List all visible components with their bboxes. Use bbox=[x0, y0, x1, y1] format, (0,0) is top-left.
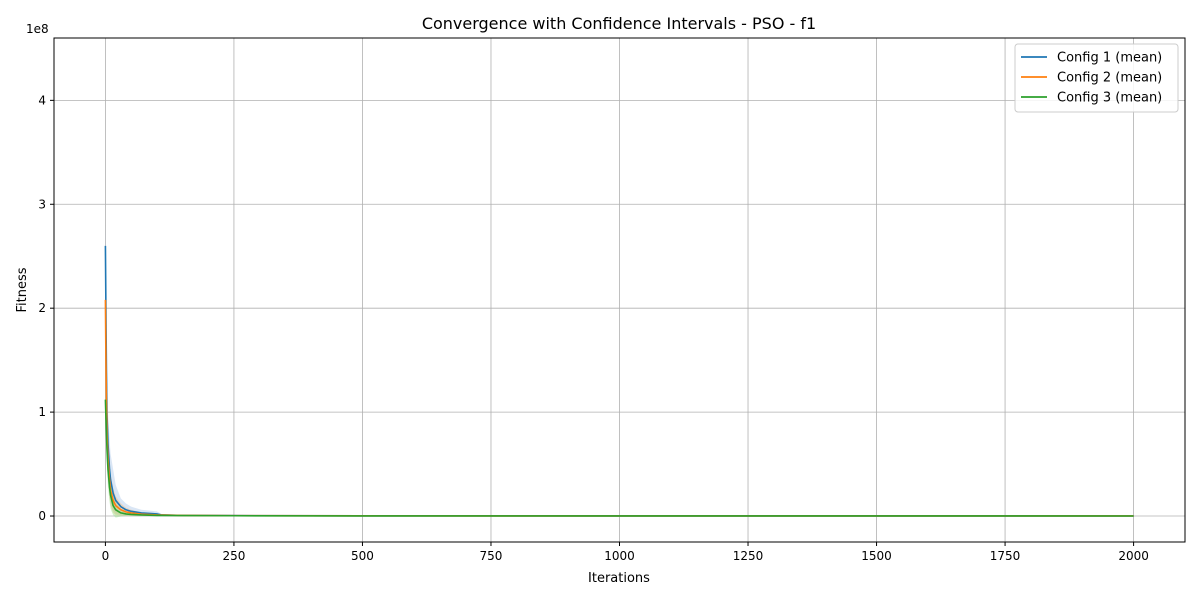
x-tick-label: 1500 bbox=[861, 549, 892, 563]
y-axis-ticks: 0 1 2 3 4 bbox=[38, 93, 54, 523]
y-tick-label: 3 bbox=[38, 197, 46, 211]
x-tick-label: 1250 bbox=[733, 549, 764, 563]
x-tick-label: 750 bbox=[480, 549, 503, 563]
x-tick-label: 0 bbox=[102, 549, 110, 563]
x-axis-label: Iterations bbox=[588, 571, 650, 586]
x-axis-ticks: 0 250 500 750 1000 1250 1500 1750 2000 bbox=[102, 542, 1149, 563]
x-tick-label: 500 bbox=[351, 549, 374, 563]
x-tick-label: 1750 bbox=[990, 549, 1021, 563]
legend-label-config-3: Config 3 (mean) bbox=[1057, 91, 1162, 106]
y-tick-label: 1 bbox=[38, 405, 46, 419]
x-tick-label: 1000 bbox=[604, 549, 635, 563]
x-tick-label: 250 bbox=[222, 549, 245, 563]
y-tick-label: 4 bbox=[38, 93, 46, 107]
legend-box bbox=[1014, 43, 1179, 113]
y-offset-label: 1e8 bbox=[26, 22, 49, 36]
series-lines bbox=[104, 245, 1134, 517]
series-line-config-3 bbox=[104, 399, 1134, 517]
chart-title: Convergence with Confidence Intervals - … bbox=[422, 14, 816, 33]
y-tick-label: 2 bbox=[38, 301, 46, 315]
y-axis-label: Fitness bbox=[15, 267, 30, 312]
legend: Config 1 (mean) Config 2 (mean) Config 3 (… bbox=[1014, 43, 1179, 113]
y-tick-label: 0 bbox=[38, 509, 46, 523]
legend-label-config-1: Config 1 (mean) bbox=[1057, 51, 1162, 66]
legend-label-config-2: Config 2 (mean) bbox=[1057, 71, 1162, 86]
x-tick-label: 2000 bbox=[1118, 549, 1149, 563]
